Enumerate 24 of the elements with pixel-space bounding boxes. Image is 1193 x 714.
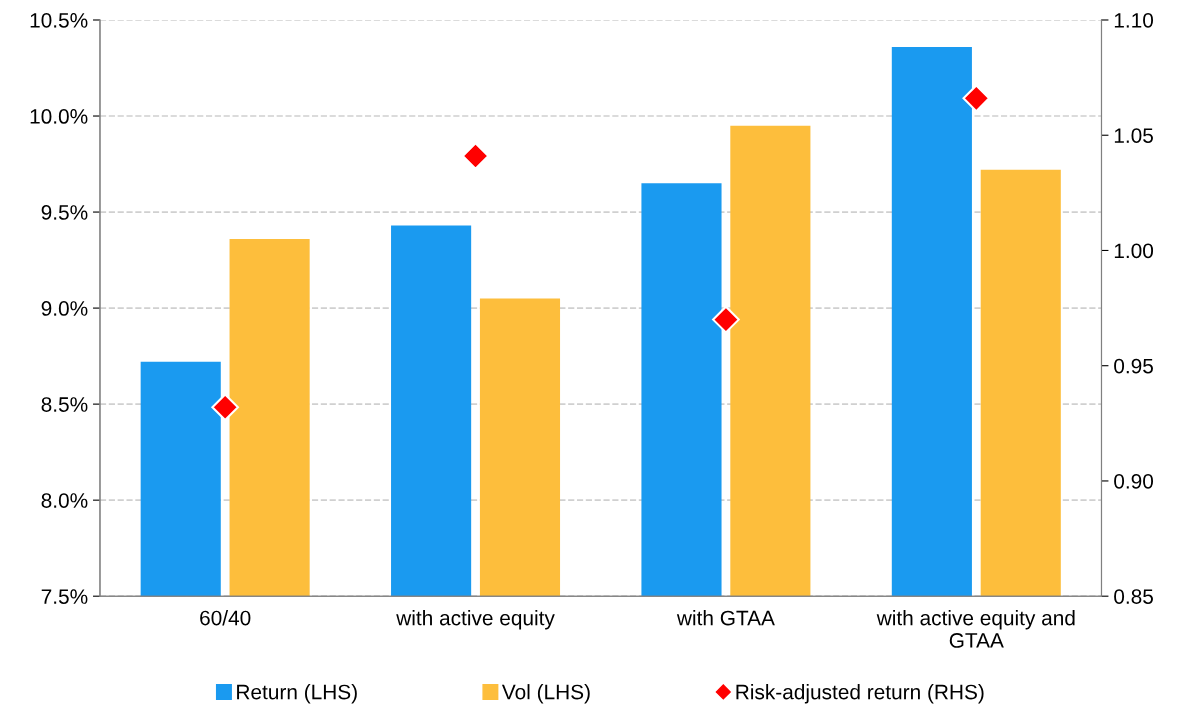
x-tick-label: with active equity and GTAA — [876, 610, 1075, 648]
point — [211, 393, 239, 421]
y-tick-label: 9.5% — [41, 205, 88, 220]
y2-tick-label: 0.95 — [1114, 358, 1153, 374]
y-tick-label: 8.5% — [41, 397, 88, 412]
y2-tick-label: 1.10 — [1114, 12, 1154, 28]
x-tick-label: with GTAA — [676, 610, 775, 626]
y-tick-label: 9.0% — [41, 301, 88, 316]
y2-tick-label: 1.00 — [1114, 243, 1154, 259]
y-tick-label: 10.5% — [30, 12, 88, 28]
y-tick-label: 7.5% — [41, 589, 88, 604]
point — [962, 84, 991, 113]
legend-label: Risk-adjusted return (RHS) — [736, 684, 984, 704]
y-tick-label: 8.0% — [41, 493, 88, 508]
x-tick-label: 60/40 — [200, 610, 251, 626]
y2-tick-label: 0.90 — [1114, 473, 1154, 489]
legend-label: Return (LHS) — [237, 684, 357, 704]
y2-tick-label: 1.05 — [1114, 128, 1153, 143]
point — [461, 142, 490, 170]
y-tick-label: 10.0% — [30, 109, 88, 124]
y2-tick-label: 0.85 — [1114, 589, 1153, 604]
point — [712, 305, 740, 334]
legend-label: Vol (LHS) — [501, 684, 590, 704]
x-tick-label: with active equity — [396, 610, 555, 630]
